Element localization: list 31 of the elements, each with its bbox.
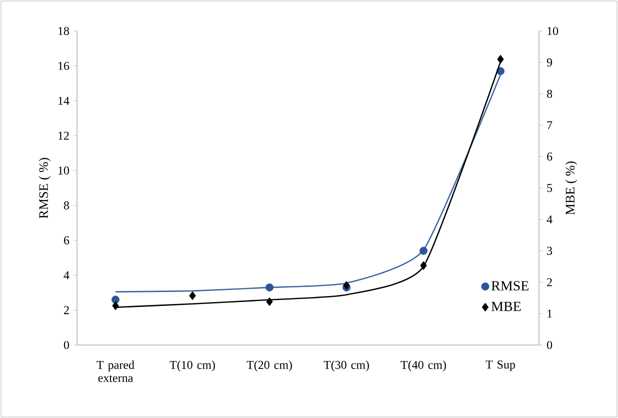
y2-tick-label: 9 <box>546 58 552 66</box>
y-axis-title: RMSE ( %) <box>38 158 51 218</box>
y2-tick-label: 7 <box>547 121 552 130</box>
y2-tick-label: 10 <box>548 26 558 36</box>
y-tick-label: 12 <box>58 132 69 140</box>
x-tick-label: T(20 cm) <box>246 360 292 372</box>
x-tick-label: T(10 cm) <box>170 360 215 372</box>
y2-tick-label: 3 <box>547 246 552 255</box>
y-tick-label: 16 <box>58 62 70 70</box>
y2-tick-label: 8 <box>546 90 552 98</box>
y-tick-label: 2 <box>64 306 69 314</box>
y2-tick-label: 4 <box>546 215 552 224</box>
y2-axis-title: MBE ( %) <box>565 162 578 215</box>
legend-label: RMSE <box>491 281 528 291</box>
x-tick-label: T(40 cm) <box>400 360 446 372</box>
y-tick-label: 8 <box>64 201 70 210</box>
y2-tick-label: 0 <box>546 340 552 350</box>
y2-tick-label: 1 <box>548 310 552 318</box>
x-tick-label: T(30 cm) <box>324 360 369 372</box>
y-tick-label: 10 <box>58 166 70 175</box>
y-tick-label: 6 <box>64 236 70 244</box>
x-tick-label: T pared externa <box>96 360 134 382</box>
x-tick-label: T Sup <box>486 360 516 372</box>
y-tick-label: 0 <box>64 340 70 350</box>
legend-label: MBE <box>491 302 521 312</box>
y2-tick-label: 5 <box>547 184 552 192</box>
y2-tick-label: 6 <box>547 152 552 161</box>
y-tick-label: 4 <box>64 271 70 280</box>
y-tick-label: 18 <box>58 26 70 36</box>
y-tick-label: 14 <box>58 96 70 105</box>
y2-tick-label: 2 <box>547 278 552 286</box>
